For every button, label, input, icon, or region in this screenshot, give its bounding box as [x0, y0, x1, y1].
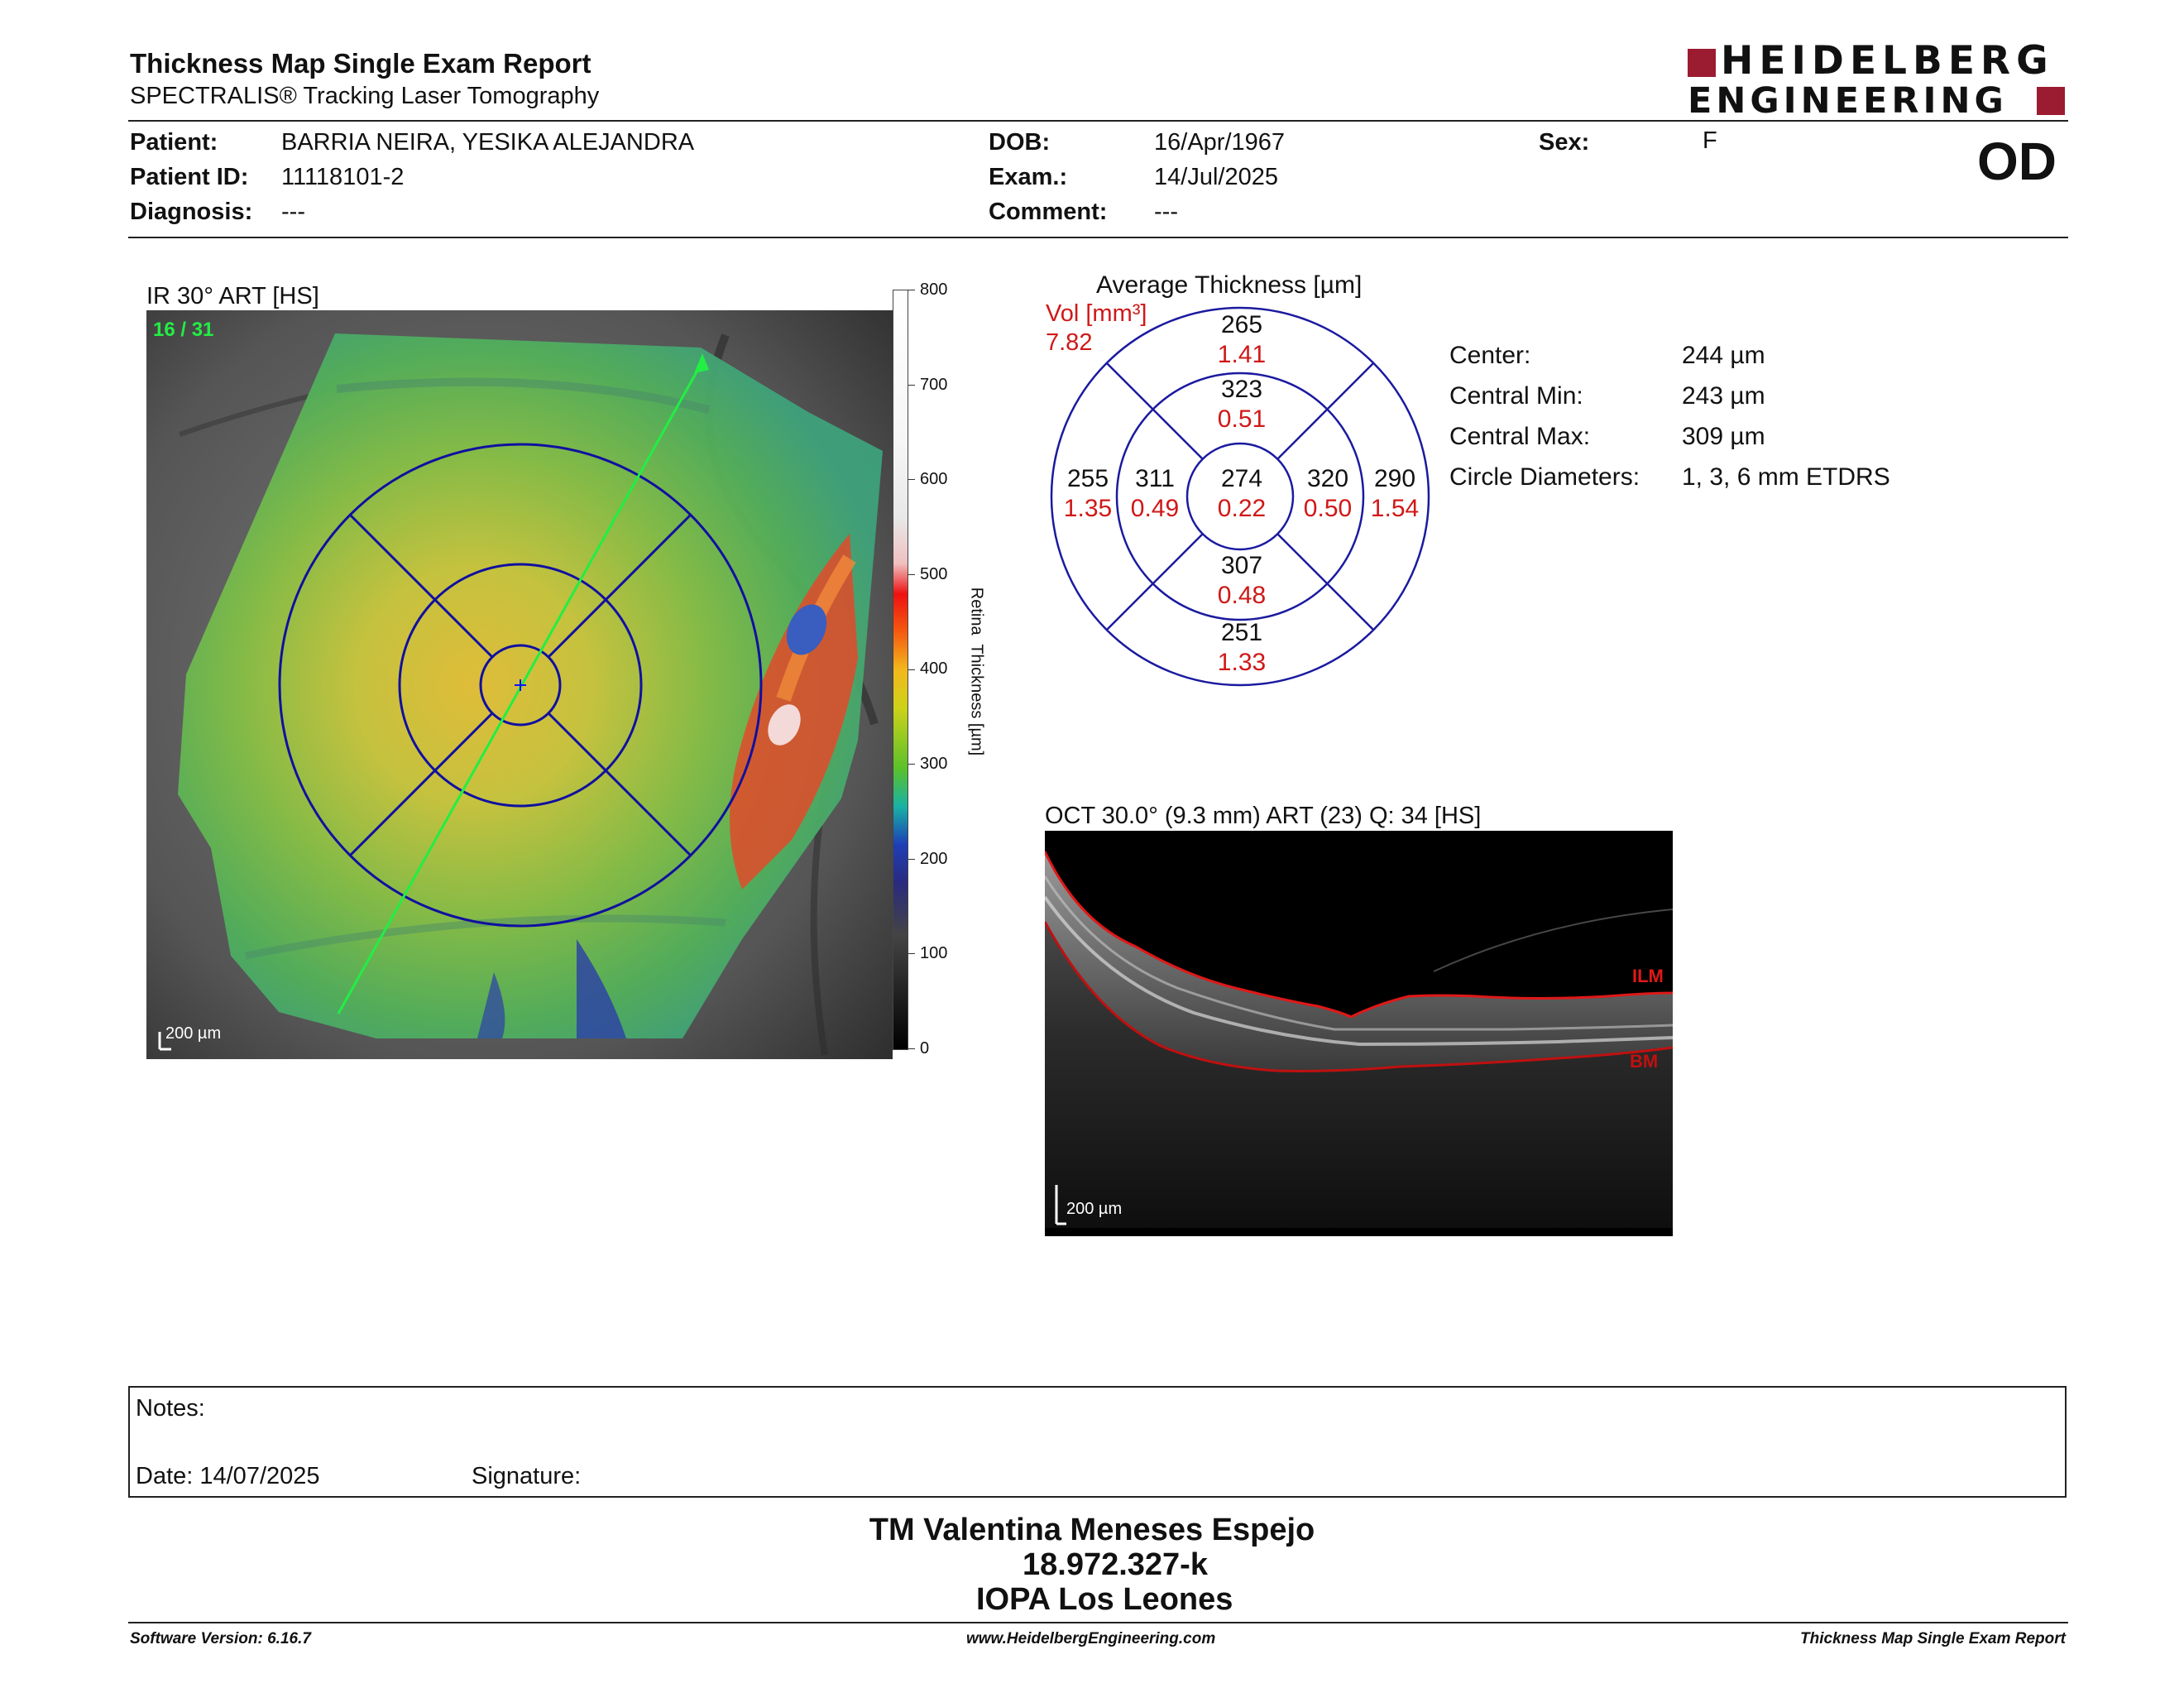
stat-value-circle-diameters: 1, 3, 6 mm ETDRS: [1682, 463, 1890, 491]
signature-label: Signature:: [472, 1463, 582, 1489]
patient-id: 11118101-2: [281, 164, 405, 190]
comment-value: ---: [1154, 199, 1178, 225]
inner-inferior-thickness: 307: [1220, 552, 1263, 579]
oct-scale-label: 200 µm: [1066, 1200, 1123, 1218]
notes-label: Notes:: [136, 1395, 205, 1422]
etdrs-title: Average Thickness [µm]: [1096, 271, 1363, 299]
colorbar-label: Retina Thickness [µm]: [967, 587, 986, 756]
outer-nasal-thickness: 290: [1373, 465, 1416, 492]
outer-inferior-thickness: 251: [1220, 619, 1263, 646]
stat-value-central-min: 243 µm: [1682, 382, 1765, 410]
patient-label: Patient:: [130, 129, 218, 156]
software-version: Software Version: 6.16.7: [130, 1630, 311, 1647]
bm-label: BM: [1630, 1051, 1659, 1072]
outer-superior-volume: 1.41: [1217, 341, 1267, 368]
center-thickness: 274: [1220, 465, 1263, 492]
vol-total: 7.82: [1046, 329, 1093, 356]
colorbar-tick-500: 500: [920, 565, 948, 583]
stat-value-central-max: 309 µm: [1682, 423, 1765, 450]
sex-value: F: [1703, 127, 1717, 154]
comment-label: Comment:: [989, 199, 1108, 225]
colorbar: [893, 290, 908, 1050]
colorbar-ticks: [908, 290, 918, 1050]
heidelberg-logo: HEIDELBERG ENGINEERING: [1688, 41, 2068, 122]
fundus-scale-label: 200 µm: [165, 1024, 222, 1043]
stat-label-central-max: Central Max:: [1449, 423, 1591, 450]
colorbar-tick-700: 700: [920, 376, 948, 394]
oct-bscan: [1045, 831, 1673, 1236]
stat-value-center: 244 µm: [1682, 342, 1765, 369]
inner-superior-volume: 0.51: [1217, 405, 1267, 433]
fundus-caption: IR 30° ART [HS]: [146, 283, 319, 309]
colorbar-tick-300: 300: [920, 755, 948, 773]
outer-temporal-thickness: 255: [1066, 465, 1109, 492]
inner-temporal-thickness: 311: [1135, 465, 1175, 492]
website-link[interactable]: www.HeidelbergEngineering.com: [966, 1630, 1216, 1647]
inner-temporal-volume: 0.49: [1130, 495, 1180, 522]
colorbar-tick-200: 200: [920, 850, 948, 868]
colorbar-tick-800: 800: [920, 281, 948, 299]
eye-label: OD: [1977, 132, 2057, 191]
diagnosis-value: ---: [281, 199, 305, 225]
report-title: Thickness Map Single Exam Report: [130, 48, 592, 79]
signer-name: TM Valentina Meneses Espejo: [869, 1513, 1315, 1547]
inner-nasal-volume: 0.50: [1303, 495, 1353, 522]
frame-counter: 16 / 31: [153, 319, 214, 341]
outer-nasal-volume: 1.54: [1370, 495, 1420, 522]
outer-superior-thickness: 265: [1220, 311, 1263, 338]
colorbar-tick-600: 600: [920, 470, 948, 488]
exam-value: 14/Jul/2025: [1154, 164, 1278, 190]
inner-superior-thickness: 323: [1220, 376, 1263, 403]
inner-nasal-thickness: 320: [1306, 465, 1349, 492]
inner-inferior-volume: 0.48: [1217, 582, 1267, 609]
patient-name: BARRIA NEIRA, YESIKA ALEJANDRA: [281, 129, 695, 156]
outer-inferior-volume: 1.33: [1217, 649, 1267, 676]
colorbar-tick-0: 0: [920, 1039, 930, 1057]
report-subtitle: SPECTRALIS® Tracking Laser Tomography: [130, 83, 600, 109]
signer-institution: IOPA Los Leones: [976, 1582, 1233, 1617]
thickness-map: [146, 310, 893, 1059]
stat-label-circle-diameters: Circle Diameters:: [1449, 463, 1640, 491]
vol-label: Vol [mm³]: [1046, 300, 1147, 327]
colorbar-tick-400: 400: [920, 659, 948, 678]
dob-label: DOB:: [989, 129, 1051, 156]
patient-id-label: Patient ID:: [130, 164, 249, 190]
center-volume: 0.22: [1217, 495, 1267, 522]
signer-rut: 18.972.327-k: [1023, 1547, 1208, 1582]
ilm-label: ILM: [1632, 966, 1664, 986]
colorbar-tick-100: 100: [920, 944, 948, 962]
diagnosis-label: Diagnosis:: [130, 199, 253, 225]
notes-box: [128, 1386, 2067, 1498]
stat-label-central-min: Central Min:: [1449, 382, 1583, 410]
stat-label-center: Center:: [1449, 342, 1531, 369]
dob-value: 16/Apr/1967: [1154, 129, 1286, 156]
etdrs-grid: [1050, 306, 1430, 687]
exam-label: Exam.:: [989, 164, 1068, 190]
footer-report-name: Thickness Map Single Exam Report: [1800, 1630, 2066, 1647]
sex-label: Sex:: [1539, 129, 1590, 156]
outer-temporal-volume: 1.35: [1063, 495, 1113, 522]
notes-date: Date: 14/07/2025: [136, 1463, 320, 1489]
oct-caption: OCT 30.0° (9.3 mm) ART (23) Q: 34 [HS]: [1045, 803, 1482, 829]
